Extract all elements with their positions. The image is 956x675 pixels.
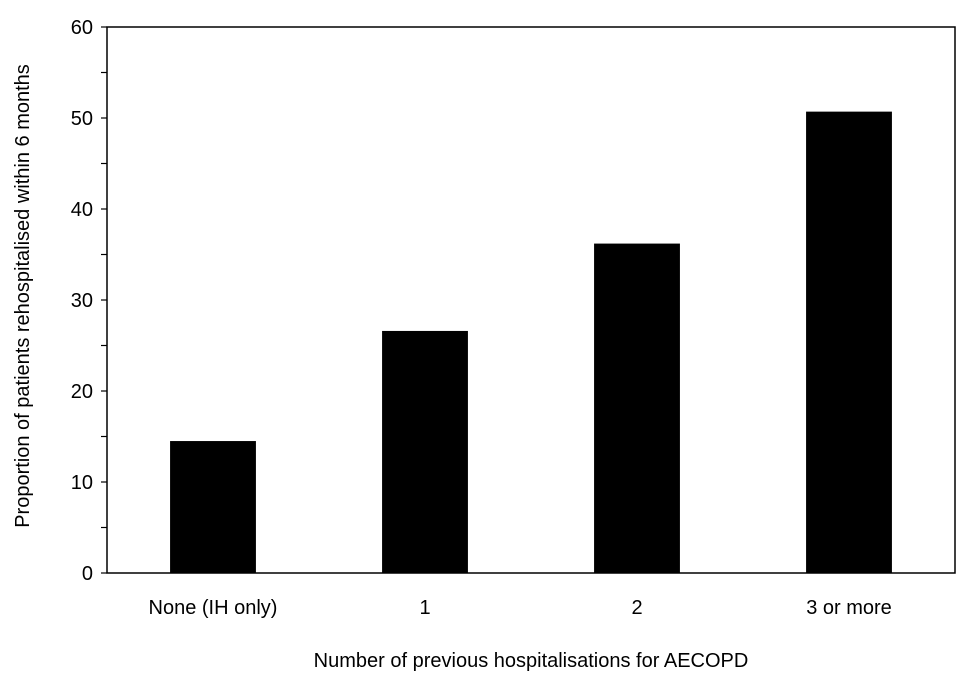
x-category-label: 2 [631,597,642,619]
x-axis-tick-labels: None (IH only) 1 2 3 or more [149,597,892,619]
y-tick-label: 40 [71,199,93,221]
bar-1 [382,330,468,573]
y-tick-label: 50 [71,108,93,130]
y-tick-label: 0 [82,563,93,585]
bar-2 [594,243,680,573]
y-axis-title: Proportion of patients rehospitalised wi… [12,64,34,528]
bars-group [170,111,892,573]
bar-3 [806,111,892,573]
x-axis-title: Number of previous hospitalisations for … [314,650,749,672]
x-category-label: 3 or more [806,597,892,619]
x-category-label: None (IH only) [149,597,278,619]
y-axis-ticks [101,26,107,574]
y-axis-tick-labels: 0 10 20 30 40 50 60 [71,17,93,585]
bar-0 [170,441,256,573]
x-category-label: 1 [419,597,430,619]
y-tick-label: 30 [71,290,93,312]
y-tick-label: 10 [71,472,93,494]
y-tick-label: 20 [71,381,93,403]
y-tick-label: 60 [71,17,93,39]
